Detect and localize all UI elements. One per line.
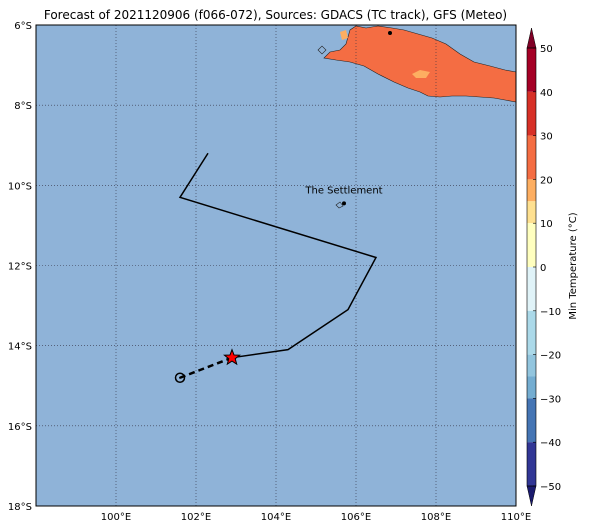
- colorbar: 50 40 30 20 10 0 −10 −20 −30 −40 −50: [526, 27, 561, 507]
- colorbar-tick-label: −20: [540, 351, 561, 362]
- colorbar-segment: [527, 201, 536, 224]
- colorbar-tick-label: 40: [540, 88, 553, 99]
- latitude-tick-label: 16°S: [8, 422, 32, 433]
- colorbar-segment: [527, 376, 536, 399]
- colorbar-tick-label: 50: [540, 44, 553, 55]
- cyclone-center-dot: [179, 376, 181, 379]
- colorbar-segment: [527, 267, 536, 311]
- colorbar-segment: [527, 135, 536, 158]
- colorbar-segment: [527, 398, 536, 443]
- latitude-axis: 6°S 8°S 10°S 12°S 14°S 16°S 18°S: [8, 21, 32, 513]
- map-frame: [35, 24, 517, 507]
- colorbar-segment: [527, 223, 536, 267]
- current-position-star-icon: [223, 348, 241, 366]
- colorbar-tick-label: −40: [540, 438, 561, 449]
- longitude-tick-label: 102°E: [181, 512, 211, 523]
- colorbar-segment: [527, 48, 536, 92]
- colorbar-tick-label: 10: [540, 219, 553, 230]
- colorbar-segment: [527, 442, 536, 486]
- java-landmass: [323, 25, 517, 103]
- longitude-axis: 100°E 102°E 104°E 106°E 108°E 110°E: [101, 512, 531, 523]
- longitude-tick-label: 100°E: [101, 512, 131, 523]
- map-title: Forecast of 2021120906 (f066-072), Sourc…: [43, 8, 508, 22]
- island-outline: [335, 201, 344, 209]
- colorbar-tick-label: 30: [540, 132, 553, 143]
- colorbar-extend-top: [526, 27, 537, 49]
- latitude-tick-label: 12°S: [8, 262, 32, 273]
- java-warm-spot: [412, 70, 430, 78]
- colorbar-extend-bottom: [526, 485, 537, 507]
- latitude-tick-label: 8°S: [14, 101, 32, 112]
- latitude-tick-label: 6°S: [14, 21, 32, 32]
- observed-track-line: [178, 152, 378, 359]
- colorbar-segment: [527, 310, 536, 355]
- colorbar-label: Min Temperature (°C): [568, 212, 579, 319]
- longitude-tick-label: 108°E: [421, 512, 451, 523]
- place-markers: The Settlement: [304, 31, 392, 206]
- island-outline: [317, 45, 327, 55]
- place-marker: [388, 31, 392, 36]
- colorbar-tick-label: 20: [540, 175, 553, 186]
- colorbar-segment: [527, 157, 536, 180]
- longitude-tick-label: 110°E: [501, 512, 531, 523]
- latitude-tick-label: 14°S: [8, 342, 32, 353]
- colorbar-segment: [527, 91, 536, 136]
- place-marker: [342, 201, 346, 206]
- place-label: The Settlement: [304, 185, 382, 196]
- colorbar-tick-label: −50: [540, 482, 561, 493]
- colorbar-tick-label: −30: [540, 394, 561, 405]
- colorbar-segment: [527, 354, 536, 377]
- cyclone-track: [174, 152, 378, 383]
- java-warm-spot: [340, 30, 348, 40]
- colorbar-tick-label: 0: [540, 263, 546, 274]
- longitude-tick-label: 104°E: [261, 512, 291, 523]
- latitude-tick-label: 10°S: [8, 181, 32, 192]
- latitude-tick-label: 18°S: [8, 502, 32, 513]
- colorbar-segment: [527, 179, 536, 202]
- colorbar-tick-label: −10: [540, 307, 561, 318]
- longitude-tick-label: 106°E: [341, 512, 371, 523]
- cyclone-symbol-icon: [174, 372, 186, 383]
